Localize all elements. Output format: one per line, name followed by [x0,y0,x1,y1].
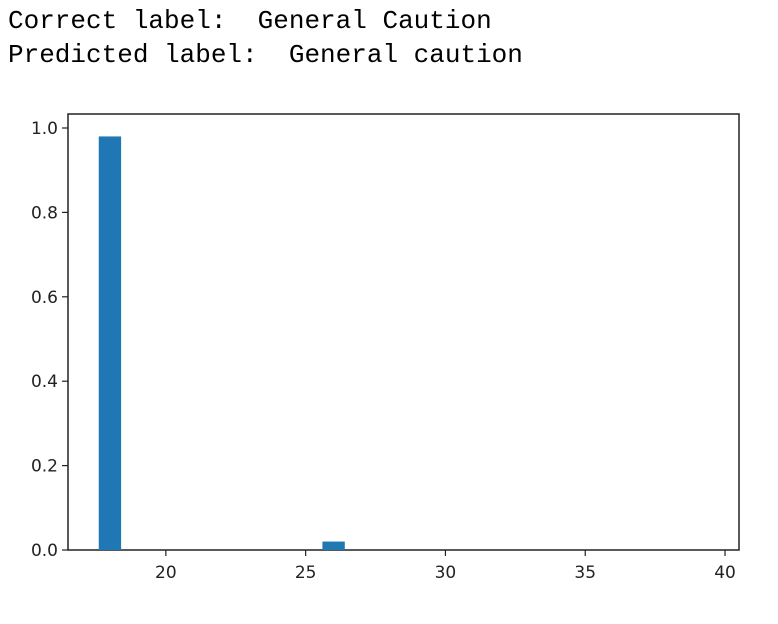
bar-26 [322,541,345,550]
x-tick-label: 25 [295,563,317,583]
y-tick-label: 1.0 [31,119,58,139]
y-tick-label: 0.4 [31,372,58,392]
plot-frame [67,113,740,551]
y-tick-label: 0.2 [31,457,58,477]
y-axis-ticks: 0.0 0.2 0.4 0.6 0.8 1.0 [31,119,68,561]
x-tick-label: 30 [435,563,457,583]
predicted-label-text: Predicted label: General caution [8,40,523,70]
bar-18 [98,136,122,550]
y-tick-label: 0.8 [31,203,58,223]
x-tick-label: 40 [714,563,736,583]
correct-label-text: Correct label: General Caution [8,6,492,36]
x-axis-ticks: 20 25 30 35 40 [155,550,736,583]
x-tick-label: 35 [574,563,596,583]
x-tick-label: 20 [155,563,177,583]
y-tick-label: 0.6 [31,288,58,308]
y-tick-label: 0.0 [31,541,58,561]
bars-group [98,136,345,550]
